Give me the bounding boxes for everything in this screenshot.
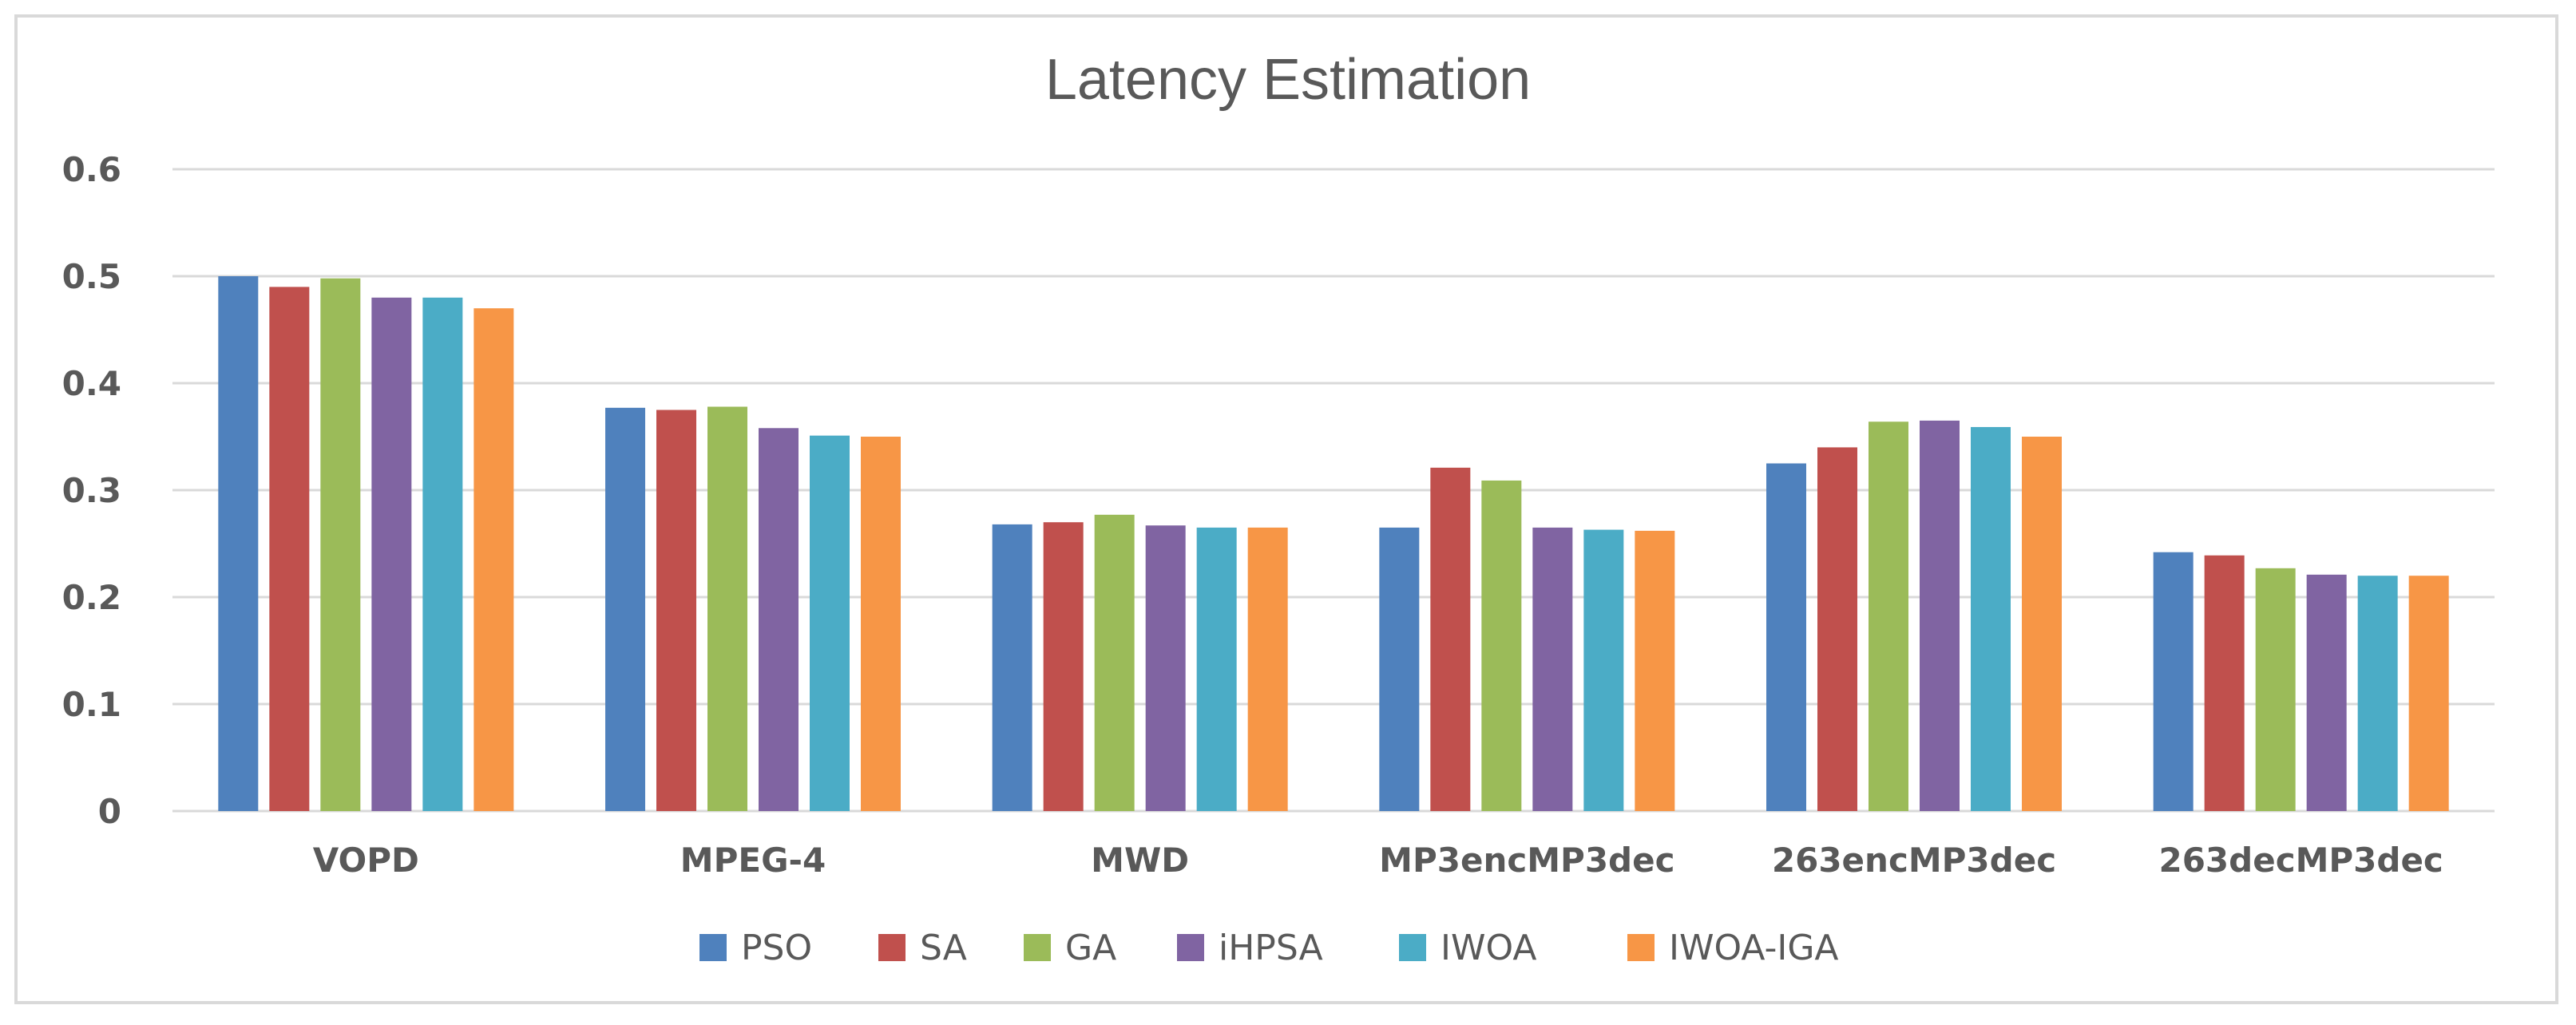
legend-swatch	[878, 934, 906, 961]
legend-item-sa[interactable]: SA	[878, 928, 967, 968]
x-tick-label: MWD	[1091, 841, 1189, 880]
bar-pso-vopd	[218, 276, 259, 811]
bar-iwoa-iga-mwd	[1247, 527, 1288, 811]
legend-item-pso[interactable]: PSO	[699, 928, 812, 968]
bar-iwoa-iga-263decmp3dec	[2408, 576, 2449, 811]
y-tick-label: 0.2	[62, 578, 121, 617]
bar-ga-mpeg-4	[707, 406, 747, 811]
bars	[218, 276, 2449, 811]
bar-iwoa-263encmp3dec	[1971, 426, 2011, 811]
bar-sa-263encmp3dec	[1817, 447, 1857, 811]
bar-sa-mpeg-4	[656, 410, 696, 811]
legend-item-iwoa[interactable]: IWOA	[1399, 928, 1536, 968]
legend-swatch	[699, 934, 727, 961]
bar-pso-mpeg-4	[605, 407, 645, 811]
x-axis-ticks: VOPD MPEG-4 MWD MP3encMP3dec 263encMP3dec 263…	[313, 841, 2443, 880]
bar-iwoa-iga-mp3encmp3dec	[1635, 530, 1675, 811]
bar-ihpsa-mp3encmp3dec	[1532, 527, 1573, 811]
bar-iwoa-mwd	[1196, 527, 1237, 811]
bar-iwoa-vopd	[422, 297, 463, 811]
bar-ga-263encmp3dec	[1869, 421, 1908, 811]
legend-label: iHPSA	[1219, 928, 1323, 968]
bar-ihpsa-263encmp3dec	[1920, 420, 1960, 811]
bar-iwoa-mp3encmp3dec	[1583, 529, 1624, 811]
x-tick-label: 263decMP3dec	[2158, 841, 2443, 880]
legend-item-ihpsa[interactable]: iHPSA	[1177, 928, 1323, 968]
bar-ihpsa-mwd	[1145, 525, 1186, 811]
legend-label: GA	[1065, 928, 1116, 968]
y-tick-label: 0.6	[62, 150, 121, 189]
x-tick-label: MPEG-4	[680, 841, 826, 880]
y-tick-label: 0.4	[62, 364, 121, 403]
bar-ga-mwd	[1094, 514, 1135, 811]
bar-pso-263decmp3dec	[2153, 552, 2194, 811]
y-tick-label: 0	[98, 792, 121, 831]
legend-label: PSO	[741, 928, 812, 968]
bar-pso-263encmp3dec	[1766, 463, 1806, 811]
bar-pso-mwd	[992, 524, 1032, 811]
bar-iwoa-263decmp3dec	[2357, 576, 2398, 811]
bar-ihpsa-mpeg-4	[759, 428, 799, 811]
legend-swatch	[1024, 934, 1051, 961]
legend-swatch	[1399, 934, 1426, 961]
legend-item-ga[interactable]: GA	[1024, 928, 1116, 968]
chart-title: Latency Estimation	[1045, 48, 1531, 112]
bar-ihpsa-vopd	[371, 297, 412, 811]
legend[interactable]: PSO SA GA iHPSA IWOA IWOA-IGA	[699, 928, 1839, 968]
legend-swatch	[1177, 934, 1204, 961]
legend-label: IWOA-IGA	[1669, 928, 1839, 968]
bar-pso-mp3encmp3dec	[1379, 527, 1420, 811]
bar-sa-mwd	[1043, 522, 1084, 811]
x-tick-label: 263encMP3dec	[1772, 841, 2056, 880]
bar-iwoa-mpeg-4	[810, 435, 850, 811]
bar-ga-vopd	[320, 278, 361, 811]
legend-swatch	[1627, 934, 1655, 961]
x-tick-label: VOPD	[313, 841, 419, 880]
bar-sa-263decmp3dec	[2204, 555, 2245, 811]
bar-iwoa-iga-mpeg-4	[861, 437, 901, 811]
y-axis-ticks: 0 0.1 0.2 0.3 0.4 0.5 0.6	[62, 150, 121, 831]
gridlines	[172, 168, 2495, 813]
legend-label: SA	[920, 928, 967, 968]
bar-iwoa-iga-263encmp3dec	[2022, 437, 2062, 811]
bar-ga-263decmp3dec	[2255, 568, 2296, 811]
bar-ga-mp3encmp3dec	[1481, 480, 1522, 811]
bar-ihpsa-263decmp3dec	[2306, 574, 2347, 811]
legend-label: IWOA	[1441, 928, 1536, 968]
bar-iwoa-iga-vopd	[474, 308, 514, 811]
y-tick-label: 0.3	[62, 471, 121, 510]
y-tick-label: 0.1	[62, 685, 121, 724]
bar-sa-mp3encmp3dec	[1430, 467, 1471, 811]
x-tick-label: MP3encMP3dec	[1379, 841, 1674, 880]
bar-sa-vopd	[269, 287, 310, 811]
legend-item-iwoa-iga[interactable]: IWOA-IGA	[1627, 928, 1839, 968]
y-tick-label: 0.5	[62, 257, 121, 296]
